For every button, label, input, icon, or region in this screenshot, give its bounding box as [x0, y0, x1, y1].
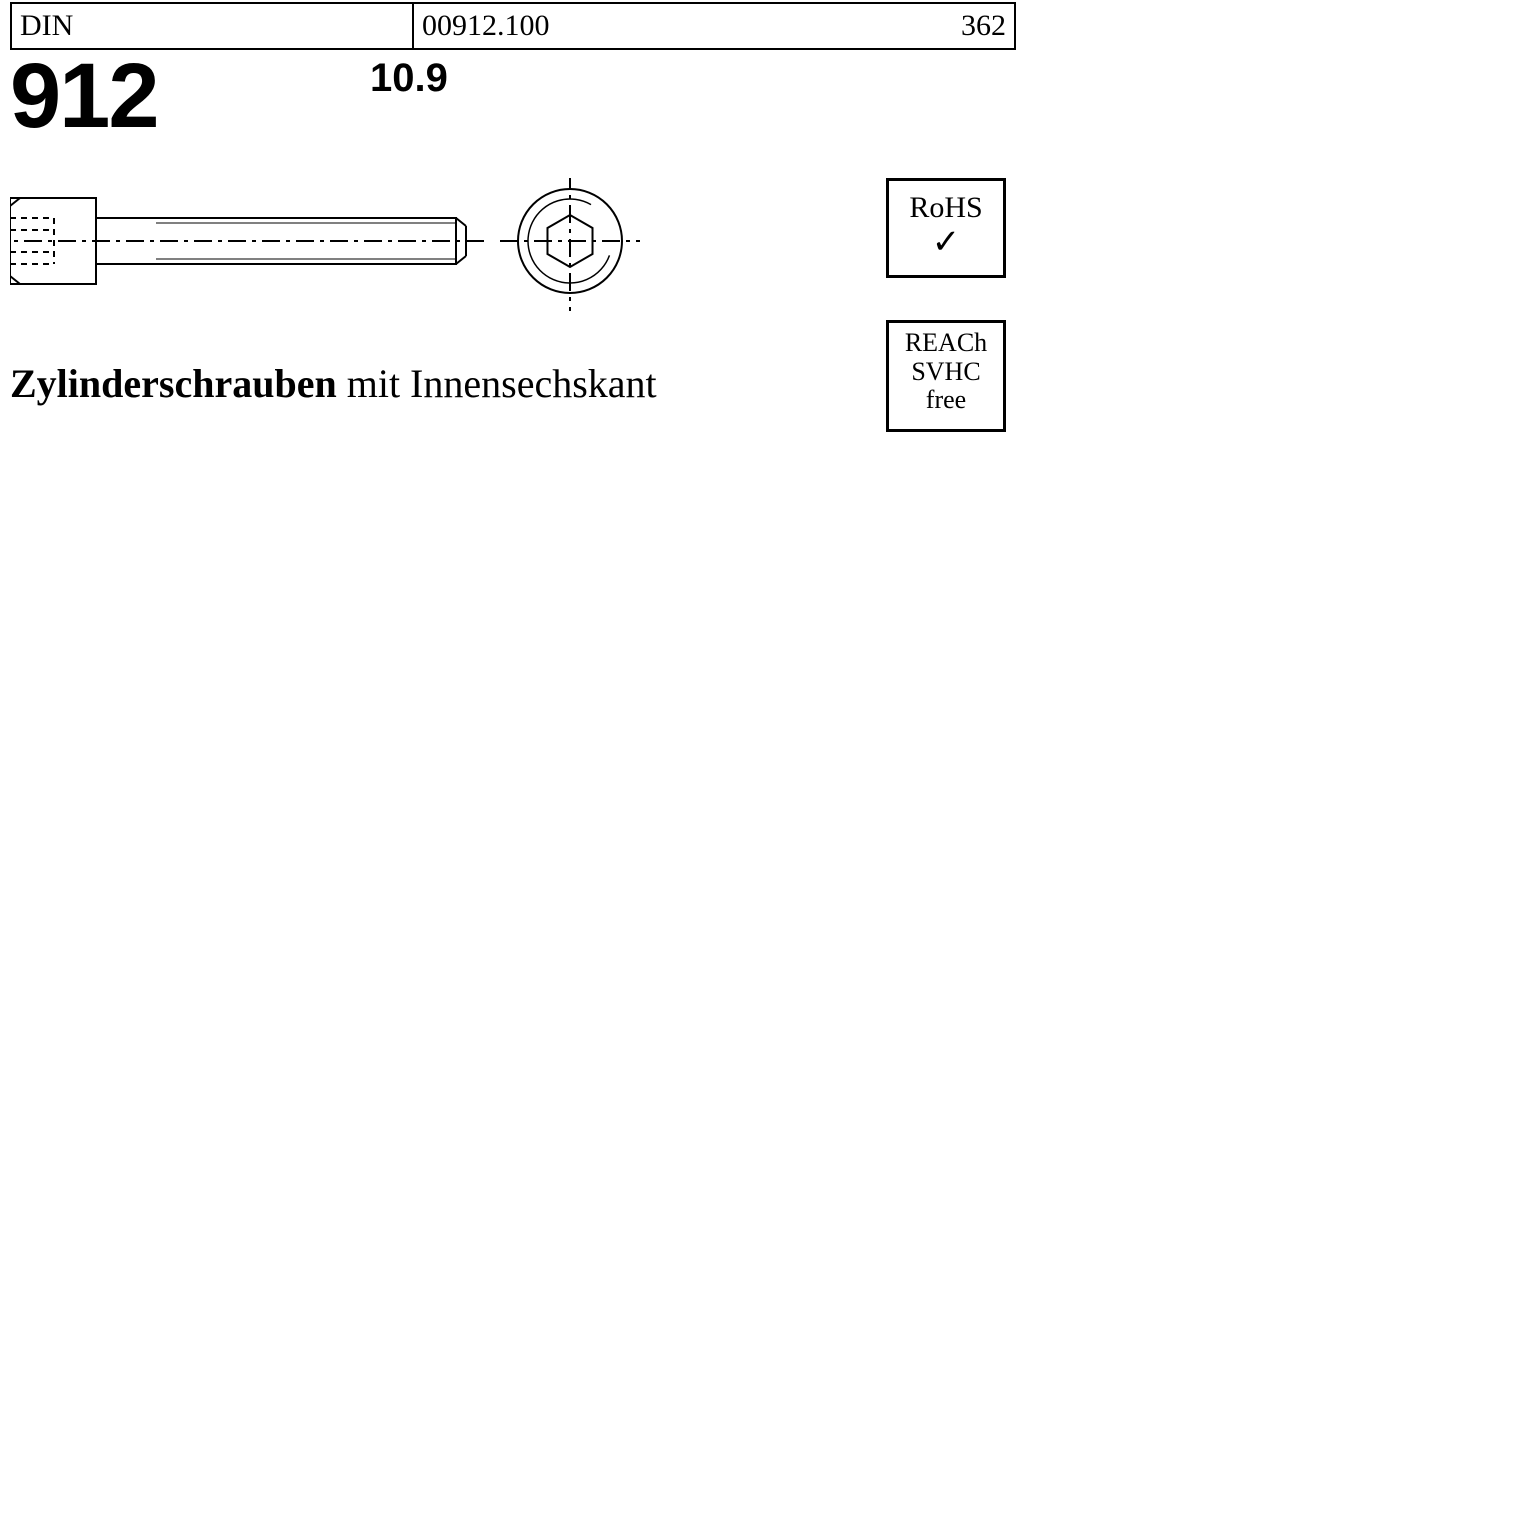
header-page-ref: 362	[961, 9, 1006, 43]
reach-line3: free	[889, 386, 1003, 415]
reach-badge: REACh SVHC free	[886, 320, 1006, 432]
title-bold: Zylinderschrauben	[10, 361, 337, 406]
technical-drawing	[10, 178, 670, 318]
datasheet-page: DIN 00912.100 362 912 10.9 Zylinderschra…	[0, 0, 1536, 1536]
title-rest: mit Innensechskant	[337, 361, 657, 406]
header-standard-label: DIN	[12, 4, 414, 48]
reach-line1: REACh	[889, 329, 1003, 358]
check-icon: ✓	[889, 226, 1003, 260]
standard-number: 912	[10, 44, 158, 149]
product-title: Zylinderschrauben mit Innensechskant	[10, 360, 657, 407]
screw-diagram-svg	[10, 178, 670, 318]
rohs-badge: RoHS ✓	[886, 178, 1006, 278]
header-row: DIN 00912.100 362	[10, 2, 1016, 50]
strength-grade: 10.9	[370, 56, 448, 101]
reach-line2: SVHC	[889, 358, 1003, 387]
rohs-label: RoHS	[889, 191, 1003, 224]
header-code: 00912.100	[422, 9, 550, 43]
header-code-cell: 00912.100 362	[414, 4, 1014, 48]
